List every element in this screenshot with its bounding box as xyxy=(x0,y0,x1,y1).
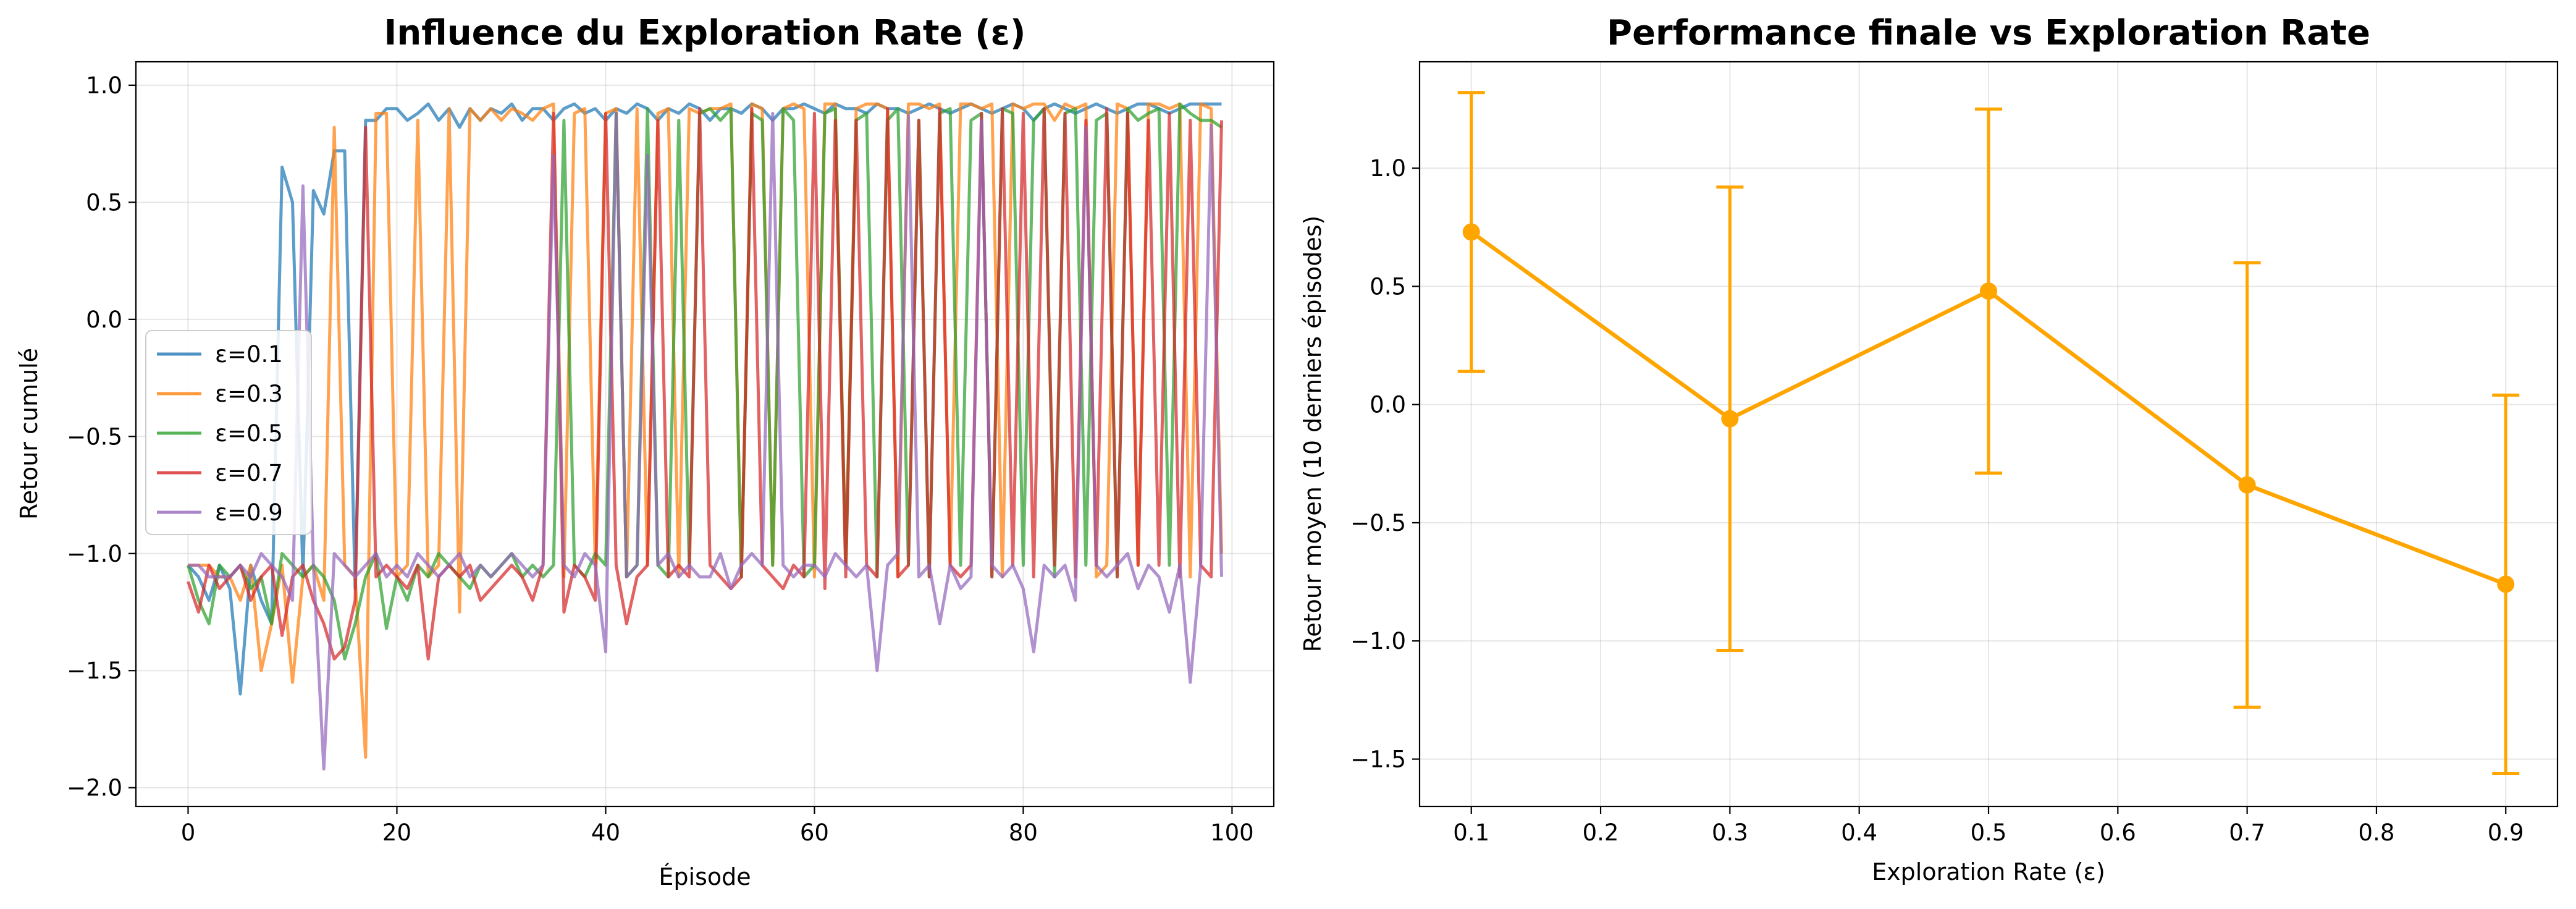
final-performance-chart: 0.1 0.2 0.3 0.4 0.5 0.6 0.7 0.8 0.9 −1.5 −1.0 −0.5… xyxy=(1299,13,2559,886)
legend-label: ε=0.9 xyxy=(215,499,283,526)
x-tick-label: 0.4 xyxy=(1841,819,1877,846)
series-line-4 xyxy=(187,107,1223,661)
y-tick-label: −2.0 xyxy=(67,775,122,801)
x-tick-label: 0.7 xyxy=(2229,819,2265,846)
x-tick-label: 0.2 xyxy=(1583,819,1619,846)
x-tick-label: 80 xyxy=(1009,819,1038,846)
chart-title: Performance finale vs Exploration Rate xyxy=(1607,13,2370,53)
x-axis-label: Épisode xyxy=(659,863,751,890)
y-tick-label: 0.5 xyxy=(1370,273,1406,300)
episode-returns-chart: 0 20 40 60 80 100 −2.0 −1.5 −1.0 −0.5 0.0 0.5 1.0 I… xyxy=(15,13,1275,890)
legend-label: ε=0.5 xyxy=(215,420,283,447)
data-point xyxy=(1980,282,1997,300)
y-tick-label: 0.0 xyxy=(86,307,122,333)
legend-box xyxy=(145,330,312,535)
legend-label: ε=0.3 xyxy=(215,381,283,407)
x-tick-label: 0.9 xyxy=(2488,819,2524,846)
y-tick-label: 1.0 xyxy=(86,72,122,99)
x-tick-label: 60 xyxy=(800,819,829,846)
x-axis-label: Exploration Rate (ε) xyxy=(1872,858,2105,886)
x-tick-label: 0 xyxy=(181,819,196,846)
y-tick-label: −0.5 xyxy=(1350,510,1406,536)
y-axis-label: Retour moyen (10 derniers épisodes) xyxy=(1299,216,1326,653)
y-tick-label: −1.0 xyxy=(67,541,122,567)
y-tick-label: 0.5 xyxy=(86,189,122,216)
y-axis-label: Retour cumulé xyxy=(15,348,43,520)
y-tick-label: −1.5 xyxy=(67,657,122,684)
x-tick-label: 0.5 xyxy=(1971,819,2007,846)
data-point xyxy=(2238,476,2256,494)
y-tick-label: −1.0 xyxy=(1350,628,1406,654)
data-point xyxy=(1721,410,1739,428)
chart-title: Influence du Exploration Rate (ε) xyxy=(384,13,1026,53)
plot-frame xyxy=(135,61,1275,808)
x-tick-label: 0.1 xyxy=(1453,819,1489,846)
x-tick-label: 0.6 xyxy=(2100,819,2136,846)
x-tick-label: 100 xyxy=(1210,819,1254,846)
data-point xyxy=(1462,223,1480,241)
y-tick-label: 0.0 xyxy=(1370,392,1406,418)
x-tick-label: 0.8 xyxy=(2359,819,2395,846)
y-tick-label: −1.5 xyxy=(1350,746,1406,772)
legend-label: ε=0.7 xyxy=(215,460,283,486)
series-line-5 xyxy=(188,111,1223,771)
data-point xyxy=(2497,575,2515,593)
y-tick-label: −0.5 xyxy=(67,423,122,450)
x-tick-label: 20 xyxy=(382,819,411,846)
y-tick-label: 1.0 xyxy=(1370,155,1406,182)
x-tick-label: 40 xyxy=(591,819,620,846)
legend: ε=0.1 ε=0.3 ε=0.5 ε=0.7 ε=0.9 xyxy=(145,330,312,535)
legend-label: ε=0.1 xyxy=(215,341,283,368)
x-tick-label: 0.3 xyxy=(1712,819,1748,846)
